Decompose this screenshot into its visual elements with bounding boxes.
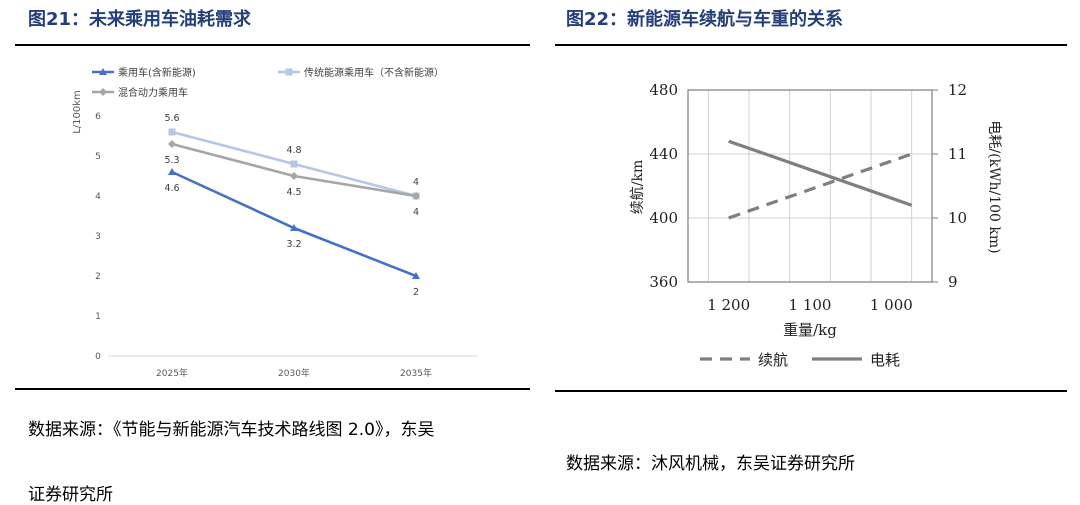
- data-point: [290, 224, 298, 231]
- range-weight-chart: 360 400 440 480 9 10 11 12 1 200 1 100 1 000 续航/…: [629, 81, 1002, 369]
- right-bottom-rule: [555, 390, 1067, 392]
- x-tick-label: 1 000: [870, 296, 913, 314]
- legend-label: 乘用车(含新能源): [118, 66, 196, 79]
- fuel-consumption-chart: 乘用车(含新能源) 传统能源乘用车（不含新能源） 混合动力乘用车 L/100km 0…: [72, 66, 478, 379]
- right-y-axis-label: 电耗/(kWh/100 km): [986, 120, 1002, 253]
- right-y-tick-label: 11: [948, 145, 967, 163]
- y-tick-label: 1: [95, 312, 101, 322]
- x-axis-label: 重量/kg: [783, 321, 837, 339]
- range-series-line: [728, 152, 913, 220]
- y-tick-label: 6: [95, 112, 101, 122]
- right-figure-title: 图22：新能源车续航与车重的关系: [566, 9, 844, 30]
- data-point: [168, 128, 176, 136]
- left-y-tick-label: 360: [649, 273, 678, 291]
- x-tick-label: 1 100: [789, 296, 832, 314]
- legend-label: 混合动力乘用车: [118, 86, 188, 99]
- y-axis-label: L/100km: [72, 90, 83, 134]
- x-tick-label: 1 200: [707, 296, 750, 314]
- plot-frame: [687, 89, 933, 283]
- data-label: 4: [413, 207, 419, 218]
- data-label: 3.2: [286, 239, 301, 250]
- data-point: [168, 168, 176, 175]
- data-label: 4.5: [286, 187, 301, 198]
- y-tick-label: 5: [95, 152, 101, 162]
- y-tick-label: 0: [95, 352, 101, 362]
- data-point: [168, 140, 176, 148]
- left-y-axis-label: 续航/km: [629, 160, 646, 214]
- left-source-line1: 数据来源：《节能与新能源汽车技术路线图 2.0》，东吴: [28, 420, 435, 440]
- data-point: [290, 172, 298, 180]
- legend-marker: [285, 68, 293, 76]
- left-y-tick-label: 440: [649, 145, 678, 163]
- data-point: [412, 272, 420, 279]
- x-tick-label: 2030年: [278, 367, 310, 379]
- power-series-line: [728, 139, 913, 207]
- left-bottom-rule: [15, 388, 530, 390]
- y-tick-label: 3: [95, 232, 101, 242]
- data-label: 2: [413, 287, 419, 298]
- legend-label: 续航: [758, 351, 788, 369]
- legend-marker: [99, 68, 107, 75]
- data-label: 5.3: [164, 155, 179, 166]
- x-tick-label: 2025年: [156, 367, 188, 379]
- data-point: [412, 192, 420, 200]
- right-y-tick-label: 12: [948, 81, 967, 99]
- legend-label: 传统能源乘用车（不含新能源）: [304, 66, 444, 79]
- left-source-line2: 证券研究所: [28, 485, 113, 505]
- right-y-tick-label: 10: [948, 209, 967, 227]
- left-title-rule: [15, 44, 530, 46]
- data-label: 5.6: [164, 113, 179, 124]
- right-title-rule: [555, 44, 1067, 46]
- data-point: [290, 160, 298, 168]
- legend-label: 电耗: [870, 351, 900, 369]
- right-y-tick-label: 9: [948, 273, 958, 291]
- left-y-tick-label: 480: [649, 81, 678, 99]
- left-figure-title: 图21：未来乘用车油耗需求: [28, 9, 252, 30]
- data-label: 4.6: [164, 183, 179, 194]
- legend-marker: [99, 88, 107, 96]
- data-label: 4.8: [286, 145, 301, 156]
- data-label: 4: [413, 177, 419, 188]
- x-tick-label: 2035年: [400, 367, 432, 379]
- right-source: 数据来源：沐风机械，东吴证券研究所: [566, 454, 855, 474]
- y-tick-label: 2: [95, 272, 101, 282]
- y-tick-label: 4: [95, 192, 101, 202]
- left-y-tick-label: 400: [649, 209, 678, 227]
